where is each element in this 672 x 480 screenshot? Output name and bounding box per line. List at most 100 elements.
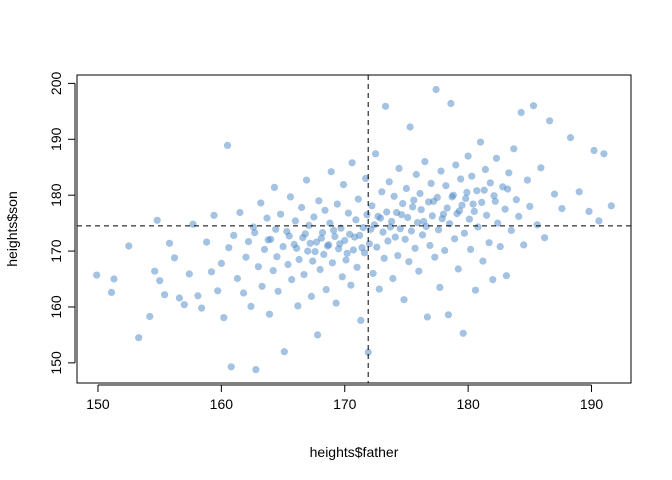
- data-point: [175, 294, 183, 302]
- data-point: [247, 302, 255, 310]
- data-point: [236, 208, 244, 217]
- data-point: [306, 239, 314, 247]
- data-point: [491, 197, 499, 205]
- data-point: [401, 235, 409, 243]
- data-point: [151, 267, 159, 275]
- data-point: [381, 102, 390, 110]
- points-layer: [93, 85, 615, 374]
- data-point: [529, 102, 538, 110]
- data-point: [333, 200, 341, 208]
- data-point: [286, 193, 295, 201]
- data-point: [412, 170, 420, 179]
- data-point: [375, 285, 383, 293]
- data-point: [364, 348, 372, 356]
- data-point: [470, 207, 478, 215]
- data-point: [546, 117, 554, 125]
- data-point: [481, 165, 489, 174]
- data-point: [585, 207, 593, 215]
- data-point: [357, 316, 365, 324]
- data-point: [270, 183, 278, 191]
- data-point: [317, 234, 325, 242]
- data-point: [468, 172, 476, 180]
- data-point: [444, 311, 452, 319]
- data-point: [474, 223, 482, 231]
- data-point: [462, 194, 470, 203]
- data-point: [353, 263, 361, 271]
- data-point: [348, 159, 356, 167]
- data-point: [458, 201, 466, 209]
- data-point: [469, 200, 477, 208]
- data-point: [397, 211, 406, 219]
- data-point: [396, 225, 404, 233]
- data-point: [430, 197, 438, 205]
- data-point: [252, 366, 260, 374]
- data-point: [483, 211, 491, 219]
- x-tick-label: 180: [456, 396, 480, 412]
- data-point: [431, 253, 439, 261]
- data-point: [406, 123, 414, 131]
- data-point: [249, 223, 257, 231]
- data-point: [480, 186, 488, 194]
- x-axis-title: heights$father: [310, 444, 399, 460]
- data-point: [421, 158, 429, 166]
- data-point: [575, 188, 583, 196]
- data-point: [298, 203, 306, 212]
- data-point: [515, 212, 523, 220]
- data-point: [388, 217, 396, 226]
- data-point: [93, 271, 101, 279]
- data-point: [210, 211, 218, 219]
- data-point: [465, 215, 473, 223]
- data-point: [362, 174, 370, 182]
- data-point: [505, 169, 513, 177]
- data-point: [409, 203, 417, 211]
- data-point: [537, 164, 545, 172]
- data-point: [302, 176, 311, 184]
- data-point: [410, 196, 418, 204]
- data-point: [436, 283, 444, 291]
- data-point: [451, 235, 459, 243]
- data-point: [336, 240, 344, 248]
- data-point: [389, 274, 397, 283]
- data-point: [309, 257, 317, 265]
- data-point: [180, 301, 188, 309]
- data-point: [254, 263, 262, 271]
- data-point: [496, 243, 504, 251]
- data-point: [307, 292, 315, 300]
- data-point: [476, 138, 485, 146]
- data-point: [347, 281, 355, 289]
- data-point: [402, 184, 410, 193]
- data-point: [352, 216, 360, 224]
- x-axis: 150 160 170 180 190: [86, 384, 603, 412]
- data-point: [426, 241, 434, 250]
- data-point: [331, 232, 339, 241]
- data-point: [378, 188, 386, 196]
- data-point: [284, 260, 292, 269]
- data-point: [405, 258, 413, 266]
- data-point: [415, 267, 423, 275]
- data-point: [501, 205, 509, 213]
- data-point: [220, 314, 228, 322]
- data-point: [365, 240, 373, 248]
- data-point: [400, 296, 408, 304]
- data-point: [399, 200, 407, 208]
- data-point: [490, 192, 498, 200]
- data-point: [301, 230, 309, 238]
- data-point: [550, 190, 559, 198]
- data-point: [541, 234, 549, 242]
- data-point: [368, 202, 376, 210]
- y-tick-label: 170: [48, 239, 64, 263]
- data-point: [395, 164, 403, 172]
- data-point: [217, 259, 225, 267]
- data-point: [373, 243, 381, 251]
- data-point: [349, 246, 357, 254]
- data-point: [434, 226, 443, 234]
- data-point: [300, 271, 308, 279]
- data-point: [523, 176, 532, 184]
- data-point: [512, 196, 520, 204]
- data-point: [285, 232, 293, 240]
- data-point: [390, 192, 398, 200]
- data-point: [161, 291, 169, 299]
- data-point: [391, 233, 399, 241]
- data-point: [153, 216, 161, 224]
- data-point: [595, 217, 603, 225]
